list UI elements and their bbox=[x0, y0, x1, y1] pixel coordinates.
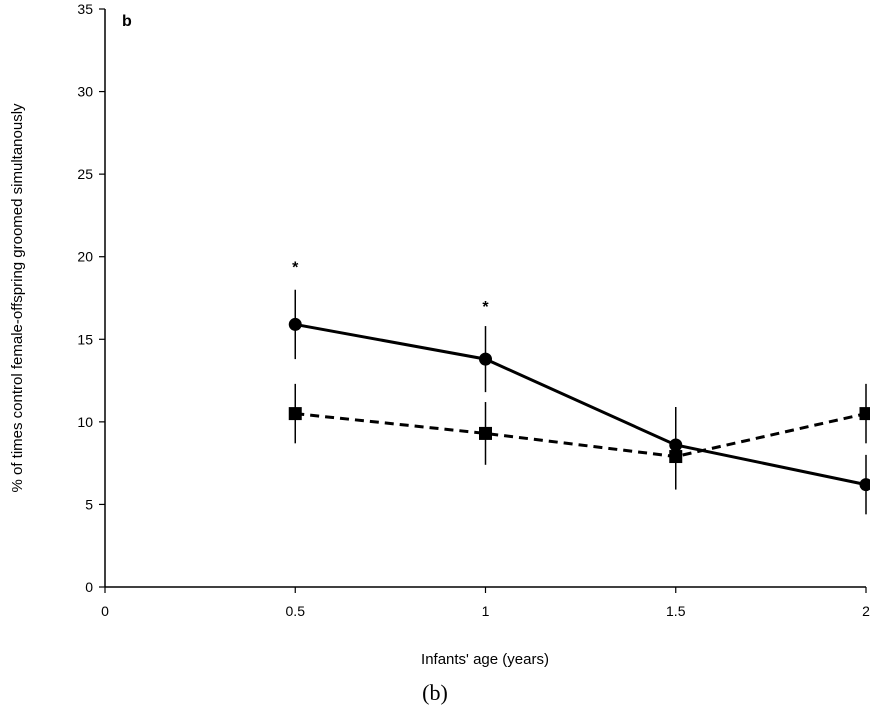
y-tick-label: 35 bbox=[77, 1, 93, 17]
y-axis-title: % of times control female-offspring groo… bbox=[9, 103, 26, 493]
significance-asterisk: * bbox=[292, 259, 299, 276]
series-layer bbox=[288, 289, 870, 515]
series-line bbox=[294, 322, 867, 487]
y-tick-label: 30 bbox=[77, 84, 93, 100]
data-point-square bbox=[288, 407, 302, 421]
x-tick-label: 0.5 bbox=[286, 603, 306, 619]
panel-label: b bbox=[122, 13, 132, 30]
y-tick-label: 5 bbox=[85, 496, 93, 512]
y-tick-label: 25 bbox=[77, 166, 93, 182]
x-tick-label: 0 bbox=[101, 603, 109, 619]
data-point-circle bbox=[288, 317, 302, 331]
data-point-square bbox=[669, 450, 683, 464]
significance-asterisk: * bbox=[482, 299, 489, 316]
annotation-layer: ** bbox=[292, 259, 489, 316]
x-axis-title: Infants' age (years) bbox=[421, 651, 549, 668]
series-line bbox=[295, 412, 867, 459]
series-2 bbox=[288, 383, 870, 490]
data-point-circle bbox=[479, 352, 492, 366]
y-tick-label: 20 bbox=[77, 249, 93, 265]
y-tick-label: 15 bbox=[77, 331, 93, 347]
x-tick-label: 2 bbox=[862, 603, 870, 619]
series-1 bbox=[288, 289, 870, 515]
data-point-circle bbox=[859, 478, 870, 492]
x-tick-label: 1 bbox=[482, 603, 490, 619]
y-tick-label: 10 bbox=[77, 414, 93, 430]
data-point-square bbox=[859, 407, 870, 421]
x-axis-ticks: 0 0.5 1 1.5 2 bbox=[101, 587, 870, 619]
x-tick-label: 1.5 bbox=[666, 603, 686, 619]
y-axis-ticks: 0 5 10 15 20 25 30 35 bbox=[77, 1, 105, 595]
figure-caption: (b) bbox=[422, 680, 448, 705]
data-point-square bbox=[479, 426, 492, 440]
y-tick-label: 0 bbox=[85, 579, 93, 595]
